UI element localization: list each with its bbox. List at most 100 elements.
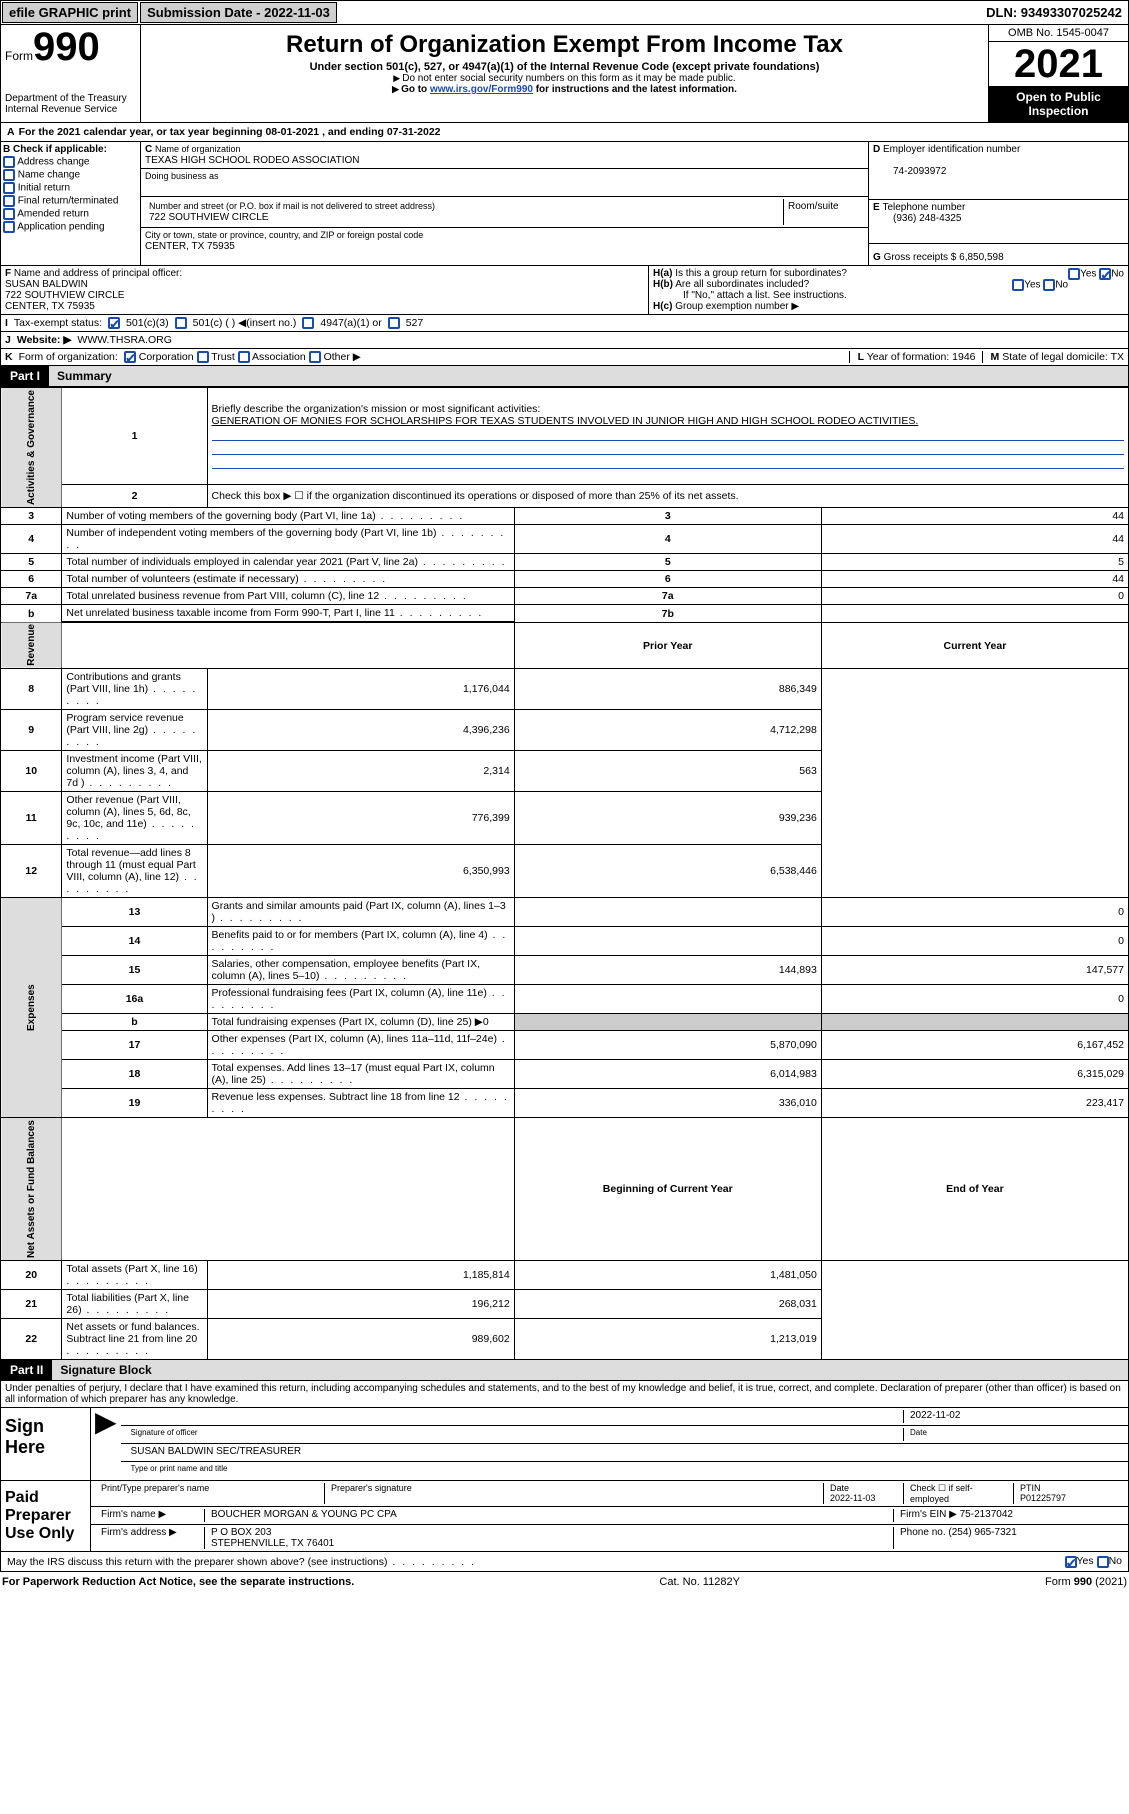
officer-name: SUSAN BALDWIN <box>5 279 88 290</box>
prep-sig-label: Preparer's signature <box>325 1483 824 1504</box>
paid-label: Paid Preparer Use Only <box>1 1481 91 1551</box>
b-opt[interactable]: Final return/terminated <box>3 195 138 207</box>
b-opt[interactable]: Address change <box>3 156 138 168</box>
sig-date: 2022-11-02 <box>904 1410 1124 1423</box>
section-i-j-k: I Tax-exempt status: 501(c)(3) 501(c) ( … <box>0 315 1129 366</box>
f-label: Name and address of principal officer: <box>14 268 182 279</box>
sig-of-label: Signature of officer <box>125 1428 904 1441</box>
d-label: Employer identification number <box>883 144 1020 155</box>
vert-expenses: Expenses <box>1 898 62 1118</box>
line-a: A For the 2021 calendar year, or tax yea… <box>0 123 1129 142</box>
mission-text: GENERATION OF MONIES FOR SCHOLARSHIPS FO… <box>212 415 919 427</box>
hc-label: Group exemption number ▶ <box>675 301 799 312</box>
i-501c: 501(c) ( ) ◀(insert no.) <box>193 317 297 329</box>
may-irs: May the IRS discuss this return with the… <box>7 1556 476 1568</box>
ein: 74-2093972 <box>873 166 946 177</box>
vert-governance: Activities & Governance <box>1 388 62 508</box>
l-label: Year of formation: <box>867 351 950 363</box>
m-label: State of legal domicile: <box>1002 351 1108 363</box>
top-bar: efile GRAPHIC print Submission Date - 20… <box>0 0 1129 25</box>
ha-no: No <box>1111 269 1124 280</box>
sign-here-block: Sign Here ▶ 2022-11-02 Signature of offi… <box>0 1408 1129 1481</box>
arrow-icon: ▶ <box>91 1408 121 1480</box>
cat-no: Cat. No. 11282Y <box>659 1576 740 1588</box>
l-val: 1946 <box>952 351 975 363</box>
city-label: City or town, state or province, country… <box>145 230 423 240</box>
addr-label: Number and street (or P.O. box if mail i… <box>149 201 435 211</box>
room-suite: Room/suite <box>784 199 864 225</box>
org-name: TEXAS HIGH SCHOOL RODEO ASSOCIATION <box>145 155 359 166</box>
form-foot: Form 990 (2021) <box>1045 1576 1127 1588</box>
check-self: Check ☐ if self-employed <box>904 1483 1014 1504</box>
firm-addr1: P O BOX 203 <box>211 1527 271 1538</box>
e-label: Telephone number <box>882 202 965 213</box>
firm-name-label: Firm's name ▶ <box>95 1509 205 1522</box>
officer-addr1: 722 SOUTHVIEW CIRCLE <box>5 290 124 301</box>
vert-revenue: Revenue <box>1 622 62 669</box>
paperwork-note: For Paperwork Reduction Act Notice, see … <box>2 1576 354 1588</box>
street-address: 722 SOUTHVIEW CIRCLE <box>149 212 268 223</box>
line2: Check this box ▶ ☐ if the organization d… <box>207 485 1128 508</box>
footer: For Paperwork Reduction Act Notice, see … <box>0 1572 1129 1592</box>
gross-receipts: 6,850,598 <box>959 252 1004 263</box>
ha-label: Is this a group return for subordinates? <box>675 268 847 279</box>
dba-label: Doing business as <box>145 171 219 181</box>
summary-table: Activities & Governance 1 Briefly descri… <box>0 387 1129 1360</box>
part1-bar: Part ISummary <box>0 366 1129 387</box>
form-title: Return of Organization Exempt From Incom… <box>149 31 980 59</box>
vert-netassets: Net Assets or Fund Balances <box>1 1118 62 1261</box>
officer-sig: SUSAN BALDWIN SEC/TREASURER <box>125 1446 1124 1459</box>
form990-link[interactable]: www.irs.gov/Form990 <box>430 84 533 95</box>
form990-label: Form990 <box>5 29 136 65</box>
city-state-zip: CENTER, TX 75935 <box>145 241 235 252</box>
phone: (936) 248-4325 <box>873 213 961 224</box>
mission-label: Briefly describe the organization's miss… <box>212 403 541 415</box>
ssn-note: Do not enter social security numbers on … <box>149 73 980 84</box>
firm-addr2: STEPHENVILLE, TX 76401 <box>211 1538 334 1549</box>
ptin: P01225797 <box>1020 1493 1066 1503</box>
b-hdr: Check if applicable: <box>13 144 107 155</box>
dept-treasury: Department of the Treasury Internal Reve… <box>5 93 136 115</box>
prep-date: 2022-11-03 <box>830 1493 875 1503</box>
m-val: TX <box>1111 351 1124 363</box>
penalties-text: Under penalties of perjury, I declare th… <box>0 1381 1129 1408</box>
section-b-through-g: B Check if applicable: Address change Na… <box>0 142 1129 266</box>
firm-addr-label: Firm's address ▶ <box>95 1527 205 1549</box>
goto-post: for instructions and the latest informat… <box>533 84 737 95</box>
open-public: Open to Public Inspection <box>989 86 1128 122</box>
efile-btn[interactable]: efile GRAPHIC print <box>2 2 138 23</box>
b-opt[interactable]: Amended return <box>3 208 138 220</box>
firm-name: BOUCHER MORGAN & YOUNG PC CPA <box>205 1509 894 1522</box>
form-header: Form990 Department of the Treasury Inter… <box>0 25 1129 123</box>
end-hdr: End of Year <box>821 1118 1128 1261</box>
date-label: Date <box>904 1428 1124 1441</box>
part2-bar: Part IISignature Block <box>0 1360 1129 1381</box>
section-f-h: F Name and address of principal officer:… <box>0 266 1129 315</box>
omb-number: OMB No. 1545-0047 <box>989 25 1128 42</box>
goto-pre: Go to <box>401 84 430 95</box>
i-label: Tax-exempt status: <box>14 317 102 329</box>
tax-year: 2021 <box>989 42 1128 86</box>
submission-btn[interactable]: Submission Date - 2022-11-03 <box>140 2 337 23</box>
h-note: If "No," attach a list. See instructions… <box>653 290 1124 301</box>
k-label: Form of organization: <box>19 351 118 363</box>
b-opt[interactable]: Initial return <box>3 182 138 194</box>
beg-hdr: Beginning of Current Year <box>514 1118 821 1261</box>
b-opt[interactable]: Application pending <box>3 221 138 233</box>
b-opt[interactable]: Name change <box>3 169 138 181</box>
i-527: 527 <box>406 317 424 329</box>
firm-ein: 75-2137042 <box>960 1509 1013 1520</box>
dln: DLN: 93493307025242 <box>980 3 1128 22</box>
hb-label: Are all subordinates included? <box>675 279 809 290</box>
prep-name-label: Print/Type preparer's name <box>95 1483 325 1504</box>
subtitle: Under section 501(c), 527, or 4947(a)(1)… <box>149 61 980 73</box>
firm-phone: (254) 965-7321 <box>948 1527 1016 1538</box>
g-label: Gross receipts $ <box>884 252 957 263</box>
i-501c3: 501(c)(3) <box>126 317 169 329</box>
curr-hdr: Current Year <box>821 622 1128 669</box>
c-label: Name of organization <box>155 144 241 154</box>
prior-hdr: Prior Year <box>514 622 821 669</box>
i-4947: 4947(a)(1) or <box>320 317 381 329</box>
officer-addr2: CENTER, TX 75935 <box>5 301 95 312</box>
type-label: Type or print name and title <box>125 1464 234 1478</box>
